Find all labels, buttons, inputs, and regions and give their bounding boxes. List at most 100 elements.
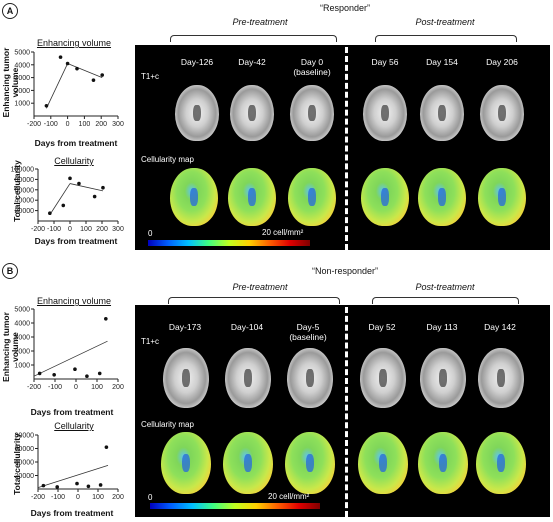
panel-b-title: “Non-responder” bbox=[311, 266, 379, 276]
panel-a-pre-label: Pre-treatment bbox=[232, 17, 288, 27]
panel-a-row2-label: Cellularity map bbox=[141, 155, 194, 164]
chart-b2: -200 -100 0 100 200 20000 40000 60000 80000 bbox=[15, 433, 124, 502]
x-tick-label: -100 bbox=[48, 384, 62, 391]
chart-a1-xlabel: Days from treatment bbox=[34, 138, 118, 148]
x-tick-label: 100 bbox=[92, 494, 104, 501]
panel-b-cellularity-map-6 bbox=[476, 432, 526, 494]
panel-a-cellularity-map-2 bbox=[228, 168, 276, 226]
y-tick-label: 100000 bbox=[11, 167, 34, 174]
data-point bbox=[100, 73, 105, 77]
panel-b-cellularity-map-1 bbox=[161, 432, 211, 494]
panel-b-t1-image-6 bbox=[478, 348, 524, 408]
panel-a-cellularity-map-3 bbox=[288, 168, 336, 226]
x-tick-label: 0 bbox=[76, 494, 80, 501]
panel-a-day-4: Day 56 bbox=[371, 57, 399, 67]
panel-a-t1-image-6 bbox=[480, 85, 524, 141]
chart-a2-title: Cellularity bbox=[54, 156, 94, 166]
trend-line bbox=[46, 63, 68, 109]
panel-a-title: “Responder” bbox=[319, 3, 371, 13]
x-tick-label: -100 bbox=[47, 226, 61, 233]
data-point bbox=[61, 203, 66, 208]
x-tick-label: 300 bbox=[112, 121, 124, 128]
panel-a-row1-label: T1+c bbox=[141, 72, 160, 81]
panel-b-t1-image-2 bbox=[225, 348, 271, 408]
panel-b-day-5: Day 113 bbox=[426, 322, 458, 332]
y-tick-label: 5000 bbox=[14, 50, 30, 57]
panel-b-post-label: Post-treatment bbox=[415, 282, 475, 292]
panel-b-row1-label: T1+c bbox=[141, 337, 160, 346]
panel-b-pre-label: Pre-treatment bbox=[232, 282, 288, 292]
panel-a-day-2: Day-42 bbox=[238, 57, 266, 67]
x-tick-label: -200 bbox=[31, 226, 45, 233]
y-tick-label: 80000 bbox=[15, 433, 35, 440]
panel-b-separator bbox=[345, 307, 348, 517]
y-tick-label: 20000 bbox=[15, 473, 35, 480]
x-tick-label: -200 bbox=[31, 494, 45, 501]
data-point bbox=[91, 78, 96, 82]
panel-a-day-6: Day 206 bbox=[486, 57, 518, 67]
data-point bbox=[68, 176, 72, 181]
panel-a-cellularity-map-4 bbox=[361, 168, 409, 226]
panel-b-cellularity-map-4 bbox=[358, 432, 408, 494]
panel-a-cellularity-map-1 bbox=[170, 168, 218, 226]
data-point bbox=[75, 66, 79, 71]
x-tick-label: -200 bbox=[27, 121, 41, 128]
data-point bbox=[73, 367, 77, 371]
x-tick-label: 200 bbox=[96, 226, 108, 233]
chart-b2-title: Cellularity bbox=[54, 421, 94, 431]
chart-a2-ylabel: Total cellularity bbox=[12, 160, 22, 222]
panel-b-scale-min: 0 bbox=[148, 493, 153, 502]
y-tick-label: 60000 bbox=[15, 187, 35, 194]
data-point bbox=[86, 484, 91, 489]
data-point bbox=[44, 103, 49, 108]
y-tick-label: 40000 bbox=[15, 198, 35, 205]
trend-line bbox=[49, 183, 71, 215]
panel-b-row2-label: Cellularity map bbox=[141, 420, 194, 429]
panel-a-cellularity-map-6 bbox=[478, 168, 526, 226]
panel-a-t1-image-4 bbox=[363, 85, 407, 141]
panel-a-pre-bracket bbox=[170, 35, 337, 42]
panel-a-post-bracket bbox=[375, 35, 517, 42]
data-point bbox=[97, 371, 102, 376]
panel-a-day-1: Day-126 bbox=[180, 57, 214, 67]
data-point bbox=[52, 373, 56, 377]
data-point bbox=[75, 481, 79, 486]
x-tick-label: 200 bbox=[95, 121, 107, 128]
y-tick-label: 4000 bbox=[14, 62, 30, 69]
x-tick-label: 0 bbox=[74, 384, 78, 391]
panel-b-colorbar bbox=[150, 503, 320, 509]
panel-b-day-6: Day 142 bbox=[484, 322, 516, 332]
y-tick-label: 60000 bbox=[15, 446, 35, 453]
panel-a-t1-image-2 bbox=[230, 85, 274, 141]
panel-b-post-bracket bbox=[372, 297, 519, 304]
chart-b1-ylabel: Enhancing tumor volume bbox=[1, 312, 20, 382]
panel-a-t1-image-1 bbox=[175, 85, 219, 141]
x-tick-label: -200 bbox=[27, 384, 41, 391]
panel-b-day-4: Day 52 bbox=[368, 322, 396, 332]
panel-label-a: A bbox=[2, 3, 18, 19]
chart-b1-title: Enhancing volume bbox=[36, 296, 112, 306]
panel-a-post-label: Post-treatment bbox=[415, 17, 475, 27]
panel-label-b: B bbox=[2, 263, 18, 279]
chart-b2-xlabel: Days from treatment bbox=[30, 508, 114, 518]
y-tick-label: 3000 bbox=[14, 335, 30, 342]
chart-a1: -200 -100 0 100 200 300 1000 2000 3000 4000 5000 bbox=[14, 50, 124, 129]
panel-b-t1-image-1 bbox=[163, 348, 209, 408]
panel-b-t1-image-5 bbox=[420, 348, 466, 408]
y-tick-label: 5000 bbox=[14, 307, 30, 314]
x-tick-label: 100 bbox=[80, 226, 92, 233]
y-tick-label: 1000 bbox=[14, 363, 30, 370]
panel-b-t1-image-3 bbox=[287, 348, 333, 408]
panel-b-cellularity-map-5 bbox=[418, 432, 468, 494]
y-tick-label: 4000 bbox=[14, 321, 30, 328]
panel-a-cellularity-map-5 bbox=[418, 168, 466, 226]
data-point bbox=[85, 374, 89, 378]
panel-b-day-3: Day-5 (baseline) bbox=[289, 322, 327, 342]
chart-a2: -200 -100 0 100 200 300 20000 40000 60000 80000 10… bbox=[11, 167, 124, 234]
y-tick-label: 2000 bbox=[14, 88, 30, 95]
panel-b-day-1: Day-173 bbox=[168, 322, 202, 332]
panel-b-scale-max: 20 cell/mm² bbox=[268, 492, 310, 501]
y-tick-label: 1000 bbox=[14, 101, 30, 108]
y-tick-label: 2000 bbox=[14, 349, 30, 356]
chart-b1: -200 -100 0 100 200 1000 2000 3000 4000 5000 bbox=[14, 307, 124, 392]
